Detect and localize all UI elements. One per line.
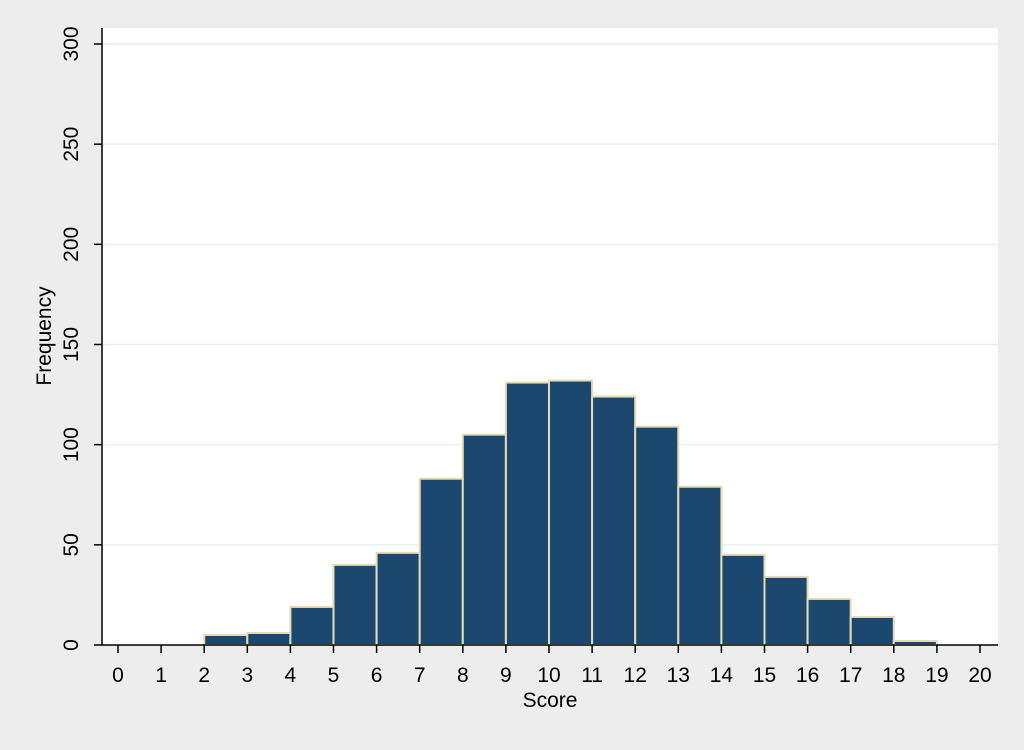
histogram-bar	[504, 381, 550, 646]
x-tick-label: 4	[285, 664, 297, 687]
x-tick-label: 16	[796, 664, 819, 687]
histogram-bar	[332, 563, 378, 646]
x-tick-label: 1	[155, 664, 167, 687]
x-tick-label: 15	[753, 664, 776, 687]
x-tick-label: 7	[414, 664, 426, 687]
histogram-bar	[246, 631, 292, 646]
x-tick-label: 14	[710, 664, 734, 687]
histogram-bar	[849, 615, 895, 646]
y-tick-label: 0	[60, 639, 83, 651]
x-tick-label: 17	[839, 664, 862, 687]
histogram-bar	[634, 425, 680, 646]
x-tick-label: 9	[500, 664, 512, 687]
y-tick-label: 150	[60, 327, 83, 362]
x-tick-label: 2	[198, 664, 210, 687]
histogram-bar	[763, 575, 809, 646]
x-tick-label: 13	[667, 664, 690, 687]
histogram-bar	[548, 379, 594, 646]
histogram-bar	[591, 395, 637, 646]
x-tick-label: 6	[371, 664, 383, 687]
x-tick-label: 19	[925, 664, 948, 687]
histogram-bar	[677, 485, 723, 646]
x-tick-label: 11	[581, 664, 603, 687]
y-tick-label: 100	[60, 427, 83, 462]
y-axis-label: Frequency	[33, 286, 56, 386]
x-tick-label: 0	[112, 664, 124, 687]
histogram-bar	[375, 551, 421, 647]
histogram-bar	[720, 553, 766, 646]
y-tick-label: 300	[60, 26, 83, 61]
histogram-bar	[203, 633, 249, 647]
histogram-bar	[418, 477, 464, 646]
x-axis-label: Score	[523, 689, 578, 712]
y-tick-label: 250	[60, 127, 83, 162]
y-tick-label: 200	[60, 227, 83, 262]
x-tick-label: 18	[882, 664, 905, 687]
histogram-bar	[461, 433, 507, 646]
x-tick-label: 20	[968, 664, 991, 687]
x-tick-label: 3	[241, 664, 253, 687]
histogram-bar	[806, 597, 852, 647]
x-tick-label: 5	[328, 664, 340, 687]
x-tick-label: 8	[457, 664, 469, 687]
x-tick-label: 10	[537, 664, 560, 687]
x-tick-label: 12	[624, 664, 647, 687]
bars	[203, 379, 938, 647]
histogram-bar	[289, 605, 335, 646]
y-tick-label: 50	[60, 533, 83, 556]
